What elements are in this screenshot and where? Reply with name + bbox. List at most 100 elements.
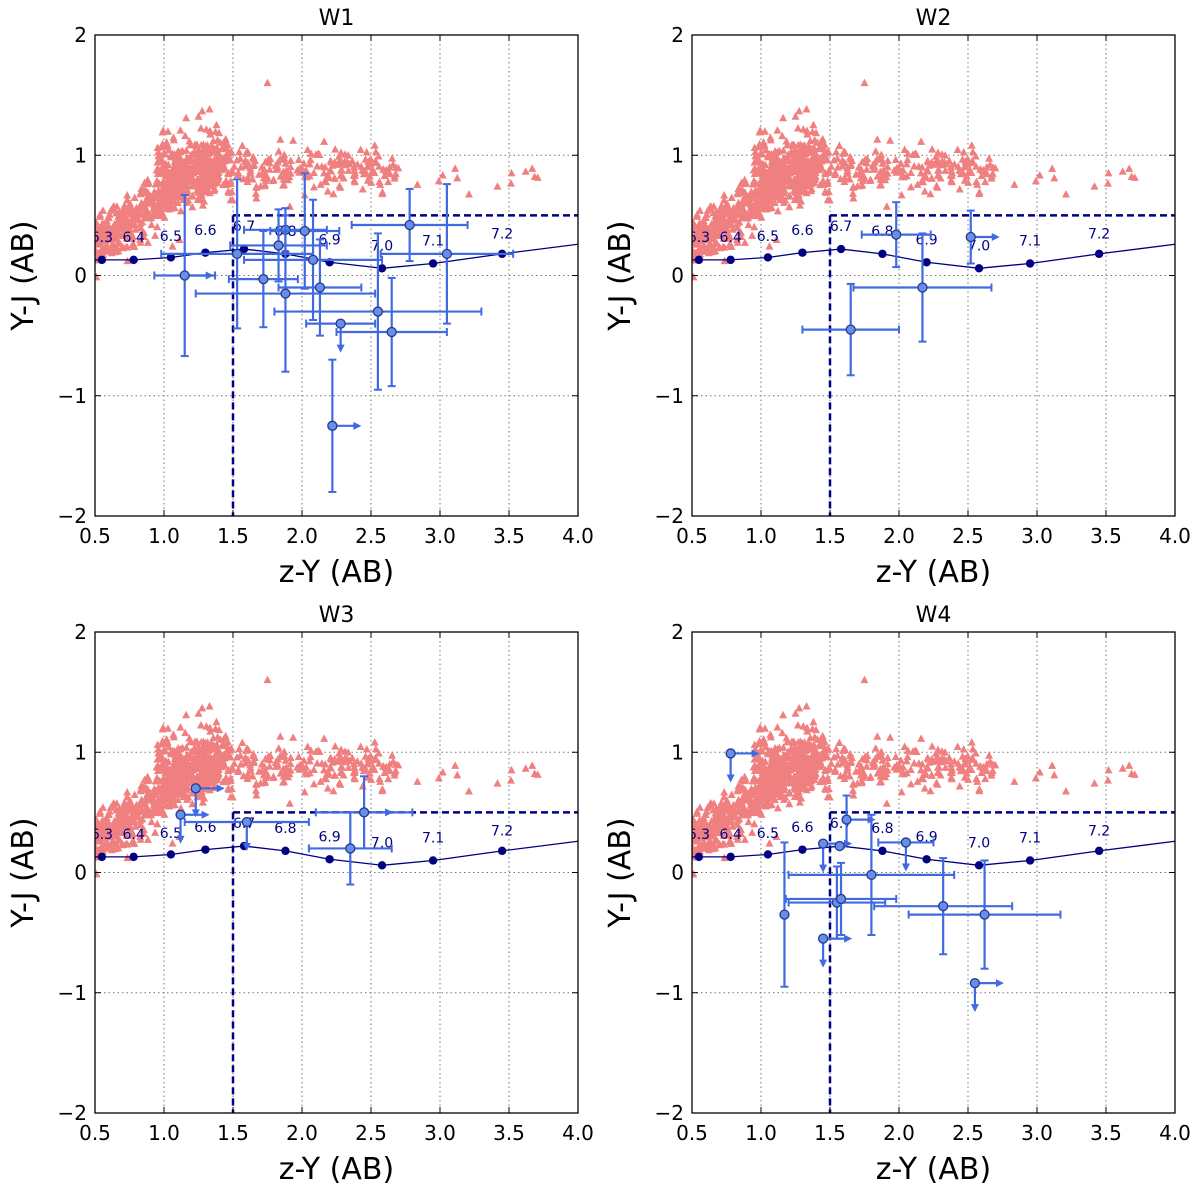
contaminant-point <box>798 745 807 754</box>
contaminant-point <box>756 745 765 754</box>
contaminant-point <box>367 775 376 783</box>
contaminant-point <box>214 168 223 176</box>
contaminant-point <box>742 776 751 784</box>
contaminant-point <box>182 710 191 719</box>
candidate <box>969 977 1004 1013</box>
contaminant-point <box>773 189 782 197</box>
contaminant-point <box>238 141 247 150</box>
contaminant-point <box>281 756 290 764</box>
candidate <box>327 358 362 493</box>
candidate-point <box>273 240 284 251</box>
contaminant-point <box>123 814 132 822</box>
track-redshift-label: 6.3 <box>688 827 710 843</box>
candidate-point <box>299 225 310 237</box>
contaminant-point <box>358 185 367 193</box>
contaminant-point <box>724 817 733 826</box>
track-redshift-label: 6.4 <box>123 827 145 843</box>
contaminant-point <box>720 191 729 199</box>
contaminant-point <box>823 179 832 187</box>
contaminant-point <box>931 152 940 160</box>
contaminant-point <box>903 752 912 761</box>
contaminant-point <box>206 774 215 783</box>
contaminant-point <box>692 272 698 281</box>
contaminant-point <box>263 174 272 182</box>
x-limit-arrowhead <box>385 808 394 817</box>
contaminant-point <box>777 789 786 798</box>
y-axis-label: Y-J (AB) <box>6 817 41 928</box>
contaminant-point <box>737 810 746 818</box>
contaminant-point <box>260 778 269 787</box>
contaminant-point <box>148 192 157 201</box>
quasar-track-point <box>1025 259 1035 268</box>
contaminant-point <box>803 774 812 783</box>
candidate-point <box>314 282 326 293</box>
contaminant-point <box>764 770 773 779</box>
contaminant-point <box>780 756 789 764</box>
contaminant-point <box>878 756 887 764</box>
contaminant-point <box>114 208 123 216</box>
contaminant-point <box>756 774 765 783</box>
contaminant-point <box>323 187 332 195</box>
contaminant-point <box>750 189 759 198</box>
contaminant-point <box>493 779 502 787</box>
contaminant-point <box>209 136 218 145</box>
contaminant-point <box>159 177 168 186</box>
contaminant-point <box>716 243 725 252</box>
contaminant-point <box>779 773 788 781</box>
contaminant-point <box>305 756 314 765</box>
contaminant-point <box>192 738 201 747</box>
contaminant-point <box>493 182 502 190</box>
candidate <box>307 811 393 886</box>
contaminant-point <box>802 105 811 113</box>
contaminant-point <box>220 754 229 762</box>
contaminant-point <box>798 741 807 749</box>
contaminant-point <box>299 159 308 167</box>
contaminant-point <box>1104 765 1113 774</box>
quasar-track-point <box>325 855 334 864</box>
contaminant-point <box>702 225 711 234</box>
candidate-point <box>725 748 736 759</box>
contaminant-point <box>1035 170 1044 179</box>
contaminant-point <box>254 767 263 775</box>
contaminant-point <box>202 722 211 730</box>
contaminant-point <box>779 743 788 751</box>
contaminant-point <box>151 777 160 785</box>
contaminant-point <box>173 746 182 755</box>
quasar-track-point <box>763 850 773 859</box>
contaminant-point <box>285 769 294 778</box>
contaminant-point <box>1061 787 1070 795</box>
contaminant-point <box>736 228 745 237</box>
contaminant-point <box>203 181 212 190</box>
contaminant-point <box>903 746 912 754</box>
quasar-track-point <box>97 852 107 862</box>
contaminant-point <box>528 761 537 769</box>
contaminant-point <box>95 827 103 836</box>
contaminant-point <box>167 194 176 203</box>
contaminant-point <box>963 751 972 760</box>
contaminant-point <box>807 754 816 762</box>
contaminant-point <box>804 162 813 170</box>
contaminant-point <box>698 217 707 226</box>
candidate-point <box>258 273 269 285</box>
contaminant-point <box>975 784 984 793</box>
contaminant-point <box>724 234 733 242</box>
contaminant-point <box>934 762 943 771</box>
contaminant-point <box>362 147 371 156</box>
contaminant-point <box>767 203 776 212</box>
contaminant-point <box>980 167 989 176</box>
contaminant-point <box>702 210 711 218</box>
contaminant-point <box>913 180 922 188</box>
contaminant-point <box>337 157 346 166</box>
quasar-track-line <box>95 243 578 269</box>
track-redshift-label: 7.2 <box>491 823 513 839</box>
contaminant-point <box>136 238 145 246</box>
contaminant-point <box>779 176 788 184</box>
contaminant-point <box>123 217 132 225</box>
track-redshift-label: 7.2 <box>491 226 513 242</box>
quasar-track-point <box>97 255 107 265</box>
contaminant-point <box>367 178 376 186</box>
contaminant-point <box>159 774 168 783</box>
contaminant-point <box>758 194 767 203</box>
contaminant-point <box>916 168 925 177</box>
contaminant-point <box>858 754 867 763</box>
